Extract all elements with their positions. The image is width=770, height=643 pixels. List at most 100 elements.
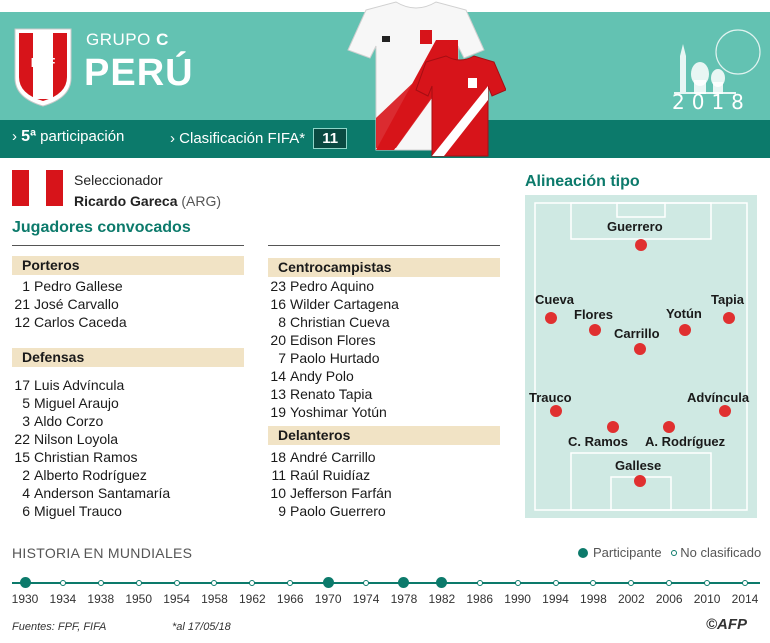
player-number: 22 [14,431,30,447]
not-qualified-dot [287,580,294,586]
player-number: 13 [270,386,286,402]
timeline-line [12,582,760,584]
squad-title: Jugadores convocados [12,219,191,236]
timeline-item: 2002 [611,572,651,606]
player-number: 10 [270,485,286,501]
country-title: PERÚ [84,52,194,94]
chevron-right-icon: › [170,130,175,147]
timeline-item: 1998 [573,572,613,606]
player-number: 18 [270,449,286,465]
timeline-item: 1962 [232,572,272,606]
participation-number: 5ª [21,128,36,145]
not-qualified-dot [249,580,256,586]
player-number: 5 [22,395,30,411]
not-qualified-dot [628,580,635,586]
timeline-year: 1974 [352,592,380,606]
player-name: Wilder Cartagena [290,296,399,312]
player-item: 19 Yoshimar Yotún [268,403,399,421]
fifa-ranking-info: › Clasificación FIFA* 11 [170,128,348,149]
player-item: 10 Jefferson Farfán [268,484,391,502]
not-qualified-dot [135,580,142,586]
timeline-year: 1934 [49,592,77,606]
player-item: 9 Paolo Guerrero [268,502,392,520]
centrocampistas-header: Centrocampistas [268,258,500,277]
defensas-list: 17 Luis Advíncula 5 Miguel Araujo 3 Aldo Corz… [12,376,170,520]
player-item: 11 Raúl Ruidíaz [268,466,392,484]
player-name: Pedro Gallese [34,278,123,294]
player-name: Miguel Araujo [34,395,119,411]
player-name: Miguel Trauco [34,503,122,519]
player-name: Anderson Santamaría [34,485,171,501]
lineup-player-name: Yotún [666,306,702,321]
chevron-right-icon: › [12,128,17,145]
sources: Fuentes: FPF, FIFA [12,621,107,633]
player-number: 2 [22,467,30,483]
player-number: 11 [271,467,286,483]
player-number: 3 [22,413,30,429]
player-item: 13 Renato Tapia [268,385,399,403]
timeline-item: 2006 [649,572,689,606]
player-name: Aldo Corzo [34,413,104,429]
lineup-player-dot [589,324,601,336]
not-qualified-dot [173,580,180,586]
coach-name-line: Ricardo Gareca (ARG) [74,193,221,209]
timeline-year: 1978 [390,592,418,606]
timeline-item: 1950 [119,572,159,606]
player-item: 21 José Carvallo [12,295,127,313]
timeline-item: 1970 [308,572,348,606]
not-qualified-dot [514,580,521,586]
fifa-ranking-label: Clasificación FIFA* [179,130,306,147]
lineup-player-dot [550,405,562,417]
participant-dot [398,577,410,588]
lineup-player-dot [635,239,647,251]
player-item: 2 Alberto Rodríguez [12,466,170,484]
timeline-item: 1994 [536,572,576,606]
player-name: Luis Advíncula [34,377,125,393]
player-name: Andy Polo [290,368,354,384]
timeline-item: 1934 [43,572,83,606]
timeline-year: 1950 [125,592,153,606]
divider [12,245,244,246]
player-item: 23 Pedro Aquino [268,277,399,295]
history-timeline: 1930 1934 1938 1950 1954 1958 1962 1966 1970 1974… [0,572,770,612]
not-qualified-dot [590,580,597,586]
coach-name: Ricardo Gareca [74,193,178,209]
fifa-ranking-value: 11 [313,128,348,149]
timeline-year: 1958 [201,592,228,606]
timeline-item: 2014 [725,572,765,606]
timeline-item: 1982 [422,572,462,606]
not-qualified-dot [704,580,711,586]
as-of-note: *al 17/05/18 [172,621,231,633]
jerseys-image [347,1,506,157]
participation-label: participación [40,128,125,145]
player-item: 7 Paolo Hurtado [268,349,399,367]
not-qualified-dot [59,580,66,586]
player-name: Pedro Aquino [290,278,375,294]
timeline-year: 2010 [693,592,721,606]
player-item: 16 Wilder Cartagena [268,295,399,313]
player-name: Christian Cueva [290,314,390,330]
player-item: 17 Luis Advíncula [12,376,170,394]
timeline-year: 1994 [542,592,569,606]
player-number: 9 [278,503,286,519]
player-number: 14 [270,368,286,384]
timeline-year: 1930 [11,592,39,606]
player-name: Raúl Ruidíaz [290,467,371,483]
player-item: 12 Carlos Caceda [12,313,126,331]
group-word: GRUPO [86,30,151,49]
participant-dot [322,577,334,588]
player-item: 18 André Carrillo [268,448,392,466]
player-name: Paolo Hurtado [290,350,380,366]
timeline-year: 1954 [163,592,190,606]
player-number: 17 [14,377,30,393]
lineup-player-dot [679,324,691,336]
delanteros-header: Delanteros [268,426,500,445]
porteros-header: Porteros [12,256,244,275]
divider [268,245,500,246]
porteros-list: 1 Pedro Gallese 21 José Carvallo 12 Carlos Ca… [12,277,127,331]
player-name: José Carvallo [34,296,119,312]
timeline-item: 1938 [81,572,121,606]
timeline-year: 1990 [504,592,531,606]
fpf-crest-icon: FPF [14,28,72,107]
timeline-item: 1930 [5,572,45,606]
